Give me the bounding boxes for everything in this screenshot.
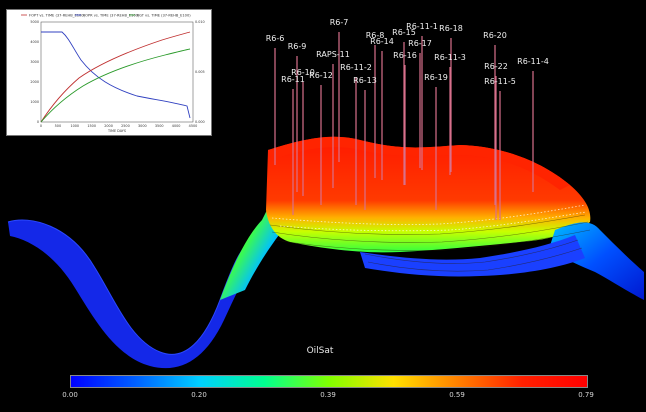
x-axis-label: TIME DAYS xyxy=(107,129,126,133)
well-label[interactable]: R6-11-4 xyxy=(517,57,549,66)
well-label[interactable]: R6-9 xyxy=(287,42,307,51)
well-label[interactable]: R6-20 xyxy=(483,31,507,40)
x-tick-label: 3500 xyxy=(155,124,164,128)
y-right-tick-label: 0.005 xyxy=(195,70,205,74)
production-plot: FOPT vs. TIME (37-REHB_E100) FOPR vs. TI… xyxy=(7,10,211,135)
well-label[interactable]: R6-15 xyxy=(392,28,416,37)
y-right-tick-label: 0.010 xyxy=(195,20,205,24)
x-tick-label: 3000 xyxy=(138,124,147,128)
y-axis-right-ticks: 0.000 0.005 0.010 xyxy=(195,20,205,124)
well-label[interactable]: RAPS-11 xyxy=(316,50,350,59)
color-legend-tick: 0.39 xyxy=(320,391,336,399)
x-tick-label: 1500 xyxy=(87,124,96,128)
well-label[interactable]: R6-11-5 xyxy=(484,77,516,86)
plot-frame xyxy=(40,21,194,123)
plot-legend: FOPT vs. TIME (37-REHB_E100) FOPR vs. TI… xyxy=(21,13,191,17)
color-legend-bar xyxy=(70,375,588,388)
well-label[interactable]: R6-8 xyxy=(365,31,385,40)
well-label[interactable]: R6-6 xyxy=(265,34,285,43)
well-label[interactable]: R6-14 xyxy=(370,37,394,46)
x-tick-label: 2000 xyxy=(104,124,113,128)
y-left-tick-label: 3000 xyxy=(30,60,39,64)
well-label[interactable]: R6-18 xyxy=(439,24,463,33)
fopt-curve xyxy=(40,31,191,123)
x-axis-ticks: 0 500 1000 1500 2000 2500 3000 3500 4000 4500 xyxy=(40,124,197,128)
y-right-tick-label: 0.000 xyxy=(195,120,205,124)
well-label[interactable]: R6-13 xyxy=(353,76,377,85)
y-left-tick-label: 5000 xyxy=(30,20,39,24)
y-left-tick-label: 1000 xyxy=(30,100,39,104)
color-legend-tick: 0.79 xyxy=(578,391,594,399)
well-label[interactable]: R6-11 xyxy=(281,75,305,84)
well-sticks xyxy=(274,32,534,220)
legend-entry-fgt: FGT vs. TIME (37-REHB_E100) xyxy=(137,13,191,17)
well-label[interactable]: R6-11-2 xyxy=(340,63,372,72)
well-label[interactable]: R6-19 xyxy=(424,73,448,82)
reservoir-dotted-horizon xyxy=(271,204,587,232)
well-label[interactable]: R6-11-1 xyxy=(406,22,438,31)
well-label[interactable]: R6-17 xyxy=(408,39,432,48)
well-label[interactable]: R6-10 xyxy=(291,68,315,77)
well-label[interactable]: R6-7 xyxy=(329,18,349,27)
reservoir-main-body xyxy=(266,136,591,253)
well-label[interactable]: R6-12 xyxy=(309,71,333,80)
legend-entry-fopr: FOPR vs. TIME (37-REHB_E100) xyxy=(83,13,140,17)
y-left-tick-label: 2000 xyxy=(30,80,39,84)
x-tick-label: 0 xyxy=(40,124,42,128)
reservoir-strata xyxy=(269,214,591,272)
color-legend-tick: 0.20 xyxy=(191,391,207,399)
fopr-curve xyxy=(41,31,191,119)
x-tick-label: 500 xyxy=(55,124,61,128)
x-tick-label: 1000 xyxy=(70,124,79,128)
x-tick-label: 2500 xyxy=(121,124,130,128)
fgt-curve xyxy=(40,48,191,123)
legend-entry-fopt: FOPT vs. TIME (37-REHB_E100) xyxy=(29,13,86,17)
well-label[interactable]: R6-11-3 xyxy=(434,53,466,62)
x-tick-label: 4000 xyxy=(172,124,181,128)
reservoir-left-wing-layers xyxy=(7,219,263,355)
y-axis-left-ticks: 0 1000 2000 3000 4000 5000 xyxy=(30,20,39,124)
reservoir-left-wing xyxy=(8,219,270,369)
y-left-tick-label: 4000 xyxy=(30,40,39,44)
y-left-tick-label: 0 xyxy=(37,120,39,124)
production-plot-panel[interactable]: FOPT vs. TIME (37-REHB_E100) FOPR vs. TI… xyxy=(6,9,212,136)
reservoir-lower-blue xyxy=(360,235,585,277)
x-tick-label: 4500 xyxy=(189,124,198,128)
property-label: OilSat xyxy=(306,346,334,356)
well-label[interactable]: R6-16 xyxy=(393,51,417,60)
well-label[interactable]: R6-22 xyxy=(484,62,508,71)
color-legend-tick: 0.59 xyxy=(449,391,465,399)
color-legend-tick: 0.00 xyxy=(62,391,78,399)
